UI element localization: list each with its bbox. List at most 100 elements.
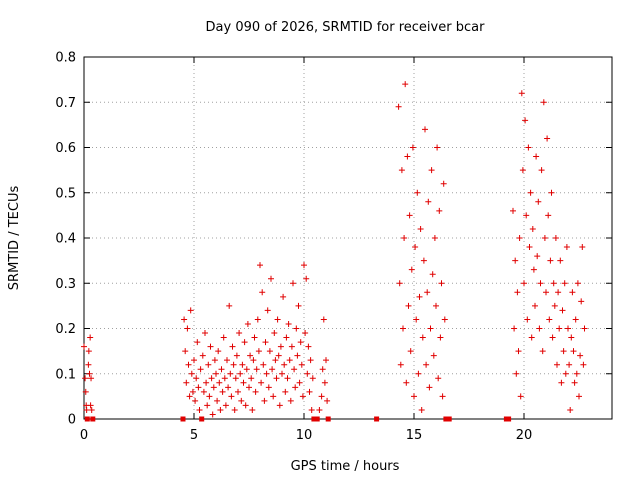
data-point [192, 397, 199, 404]
data-point [314, 416, 320, 422]
data-point [559, 307, 566, 314]
data-point [574, 280, 581, 287]
data-point [404, 153, 411, 160]
data-point [556, 325, 563, 332]
data-point [311, 416, 317, 422]
data-point [244, 320, 251, 327]
data-point [523, 212, 530, 219]
data-point [200, 388, 207, 395]
y-tick-label: 0.5 [55, 186, 76, 201]
data-point [318, 393, 325, 400]
data-point [402, 81, 409, 88]
data-point [530, 266, 537, 273]
y-tick-label: 0.3 [55, 277, 76, 292]
data-point [573, 370, 580, 377]
data-point [249, 406, 256, 413]
data-point [316, 406, 323, 413]
data-point [519, 167, 526, 174]
data-point [296, 379, 303, 386]
data-point [233, 352, 240, 359]
data-point [218, 366, 225, 373]
data-point [261, 397, 268, 404]
data-point [264, 307, 271, 314]
data-point [561, 280, 568, 287]
data-point [534, 253, 541, 260]
data-point [563, 244, 570, 251]
data-point [441, 316, 448, 323]
data-point [319, 366, 326, 373]
data-point [202, 330, 208, 337]
data-point [308, 406, 315, 413]
data-point [258, 379, 265, 386]
data-point [546, 316, 553, 323]
data-point [305, 343, 312, 350]
data-point [193, 375, 200, 382]
data-point [307, 357, 314, 364]
data-point [247, 352, 254, 359]
data-point [529, 225, 536, 232]
data-point [400, 325, 406, 332]
x-tick-label: 0 [80, 428, 88, 443]
data-point [538, 167, 545, 174]
data-point [266, 348, 273, 355]
data-point [260, 361, 267, 368]
data-point [265, 384, 272, 391]
data-point [182, 348, 189, 355]
data-point [405, 302, 412, 309]
y-tick-label: 0.4 [55, 232, 76, 247]
data-point [185, 361, 192, 368]
data-point [419, 334, 426, 341]
data-point [290, 280, 296, 287]
data-point [288, 343, 295, 350]
data-point [397, 361, 404, 368]
data-point [283, 334, 290, 341]
data-point [438, 280, 445, 287]
data-point [294, 352, 301, 359]
y-tick-label: 0.6 [55, 141, 76, 156]
data-point [88, 375, 95, 382]
data-point [567, 406, 574, 413]
x-axis-label: GPS time / hours [291, 459, 400, 474]
data-point [293, 325, 300, 332]
data-point [549, 334, 556, 341]
data-point [271, 330, 278, 337]
y-tick-label: 0.7 [55, 96, 76, 111]
data-point [287, 397, 294, 404]
data-point [578, 298, 585, 305]
data-point [423, 361, 430, 368]
data-point [440, 180, 447, 187]
data-point [413, 316, 420, 323]
data-point [555, 289, 562, 296]
data-point [251, 334, 258, 341]
data-point [524, 316, 531, 323]
data-point [281, 361, 288, 368]
data-point [577, 352, 584, 359]
data-point [292, 384, 299, 391]
data-point [235, 388, 241, 395]
data-point [254, 316, 261, 323]
data-point [551, 302, 558, 309]
data-point [197, 366, 204, 373]
data-point [230, 361, 237, 368]
data-point [416, 293, 423, 300]
data-point [82, 388, 89, 395]
data-point [280, 293, 287, 300]
data-point [240, 379, 247, 386]
data-point [252, 388, 259, 395]
data-point [439, 393, 446, 400]
data-point [301, 262, 307, 269]
data-point [554, 361, 560, 368]
data-point [436, 207, 443, 214]
data-point [82, 375, 89, 382]
data-point [579, 244, 586, 251]
data-point [568, 334, 575, 341]
data-point [539, 348, 546, 355]
data-point [216, 379, 223, 386]
data-point [424, 289, 431, 296]
data-point [263, 370, 270, 377]
data-point [204, 402, 211, 409]
data-point [274, 316, 281, 323]
data-point [88, 406, 95, 413]
chart-title: Day 090 of 2026, SRMTID for receiver bca… [206, 20, 486, 35]
data-point [253, 366, 260, 373]
